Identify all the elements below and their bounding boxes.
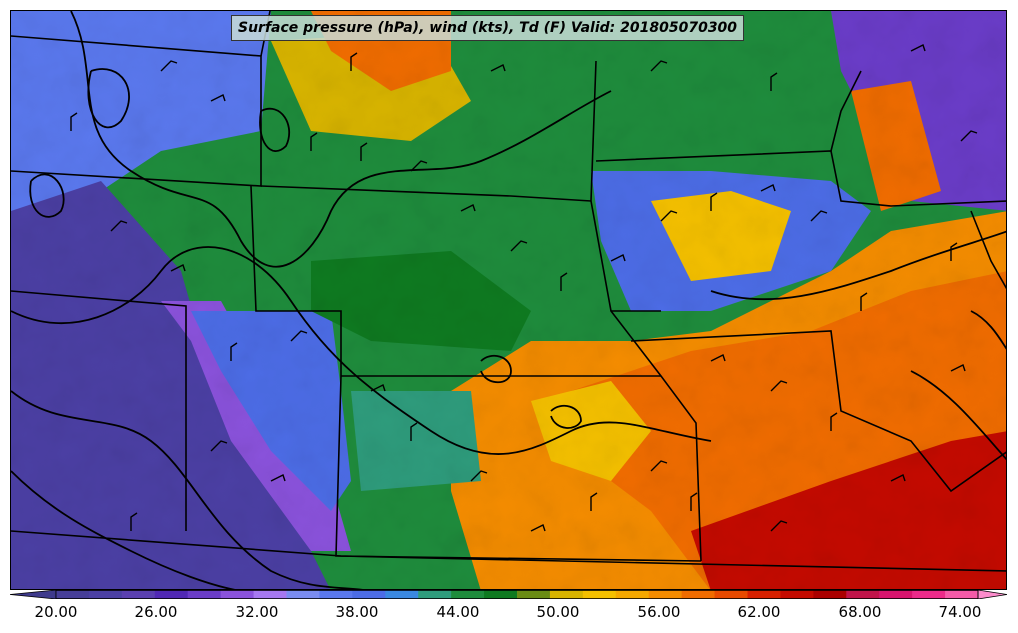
colorbar-extend-min [10, 590, 57, 599]
colorbar-swatch [418, 590, 452, 599]
colorbar-swatch [648, 590, 683, 599]
colorbar-swatch [319, 590, 353, 599]
colorbar-tick: 38.00 [335, 603, 379, 621]
colorbar-swatch [286, 590, 320, 599]
colorbar-tick: 20.00 [34, 603, 78, 621]
colorbar-swatch [549, 590, 584, 599]
colorbar-tick: 74.00 [938, 603, 982, 621]
colorbar-swatch [615, 590, 650, 599]
colorbar-swatch [187, 590, 222, 599]
colorbar-extend-max [977, 590, 1007, 599]
colorbar-swatch [517, 590, 551, 599]
dewpoint-map [11, 11, 1006, 589]
colorbar-swatch [912, 590, 946, 599]
colorbar-swatch [220, 590, 255, 599]
colorbar-tick: 56.00 [637, 603, 681, 621]
colorbar-swatch [154, 590, 189, 599]
colorbar-swatch [879, 590, 913, 599]
colorbar-swatch [352, 590, 386, 599]
colorbar-swatch [780, 590, 814, 599]
colorbar-tick: 26.00 [134, 603, 178, 621]
colorbar-swatch [714, 590, 748, 599]
colorbar-tick: 68.00 [838, 603, 882, 621]
colorbar-swatch [813, 590, 847, 599]
colorbar-swatch [56, 590, 90, 599]
colorbar-swatch [945, 590, 979, 599]
map-title: Surface pressure (hPa), wind (kts), Td (… [231, 15, 745, 41]
field-texture [11, 11, 1006, 589]
colorbar [10, 590, 1007, 599]
colorbar-swatch [484, 590, 518, 599]
colorbar-swatch [451, 590, 485, 599]
colorbar-tick: 44.00 [436, 603, 480, 621]
colorbar-tick: 50.00 [536, 603, 580, 621]
map-panel [10, 10, 1007, 590]
colorbar-swatch [253, 590, 287, 599]
colorbar-swatch [747, 590, 781, 599]
colorbar-swatch [681, 590, 716, 599]
colorbar-swatch [88, 590, 123, 599]
colorbar-border [55, 590, 979, 599]
pressure-contours [11, 11, 1006, 589]
colorbar-swatch [385, 590, 419, 599]
colorbar-swatch [582, 590, 617, 599]
wind-barbs [70, 44, 978, 532]
state-boundaries [11, 11, 1006, 572]
colorbar-tick: 32.00 [235, 603, 279, 621]
colorbar-swatch [846, 590, 880, 599]
colorbar-swatch [121, 590, 156, 599]
colorbar-tick: 62.00 [737, 603, 781, 621]
